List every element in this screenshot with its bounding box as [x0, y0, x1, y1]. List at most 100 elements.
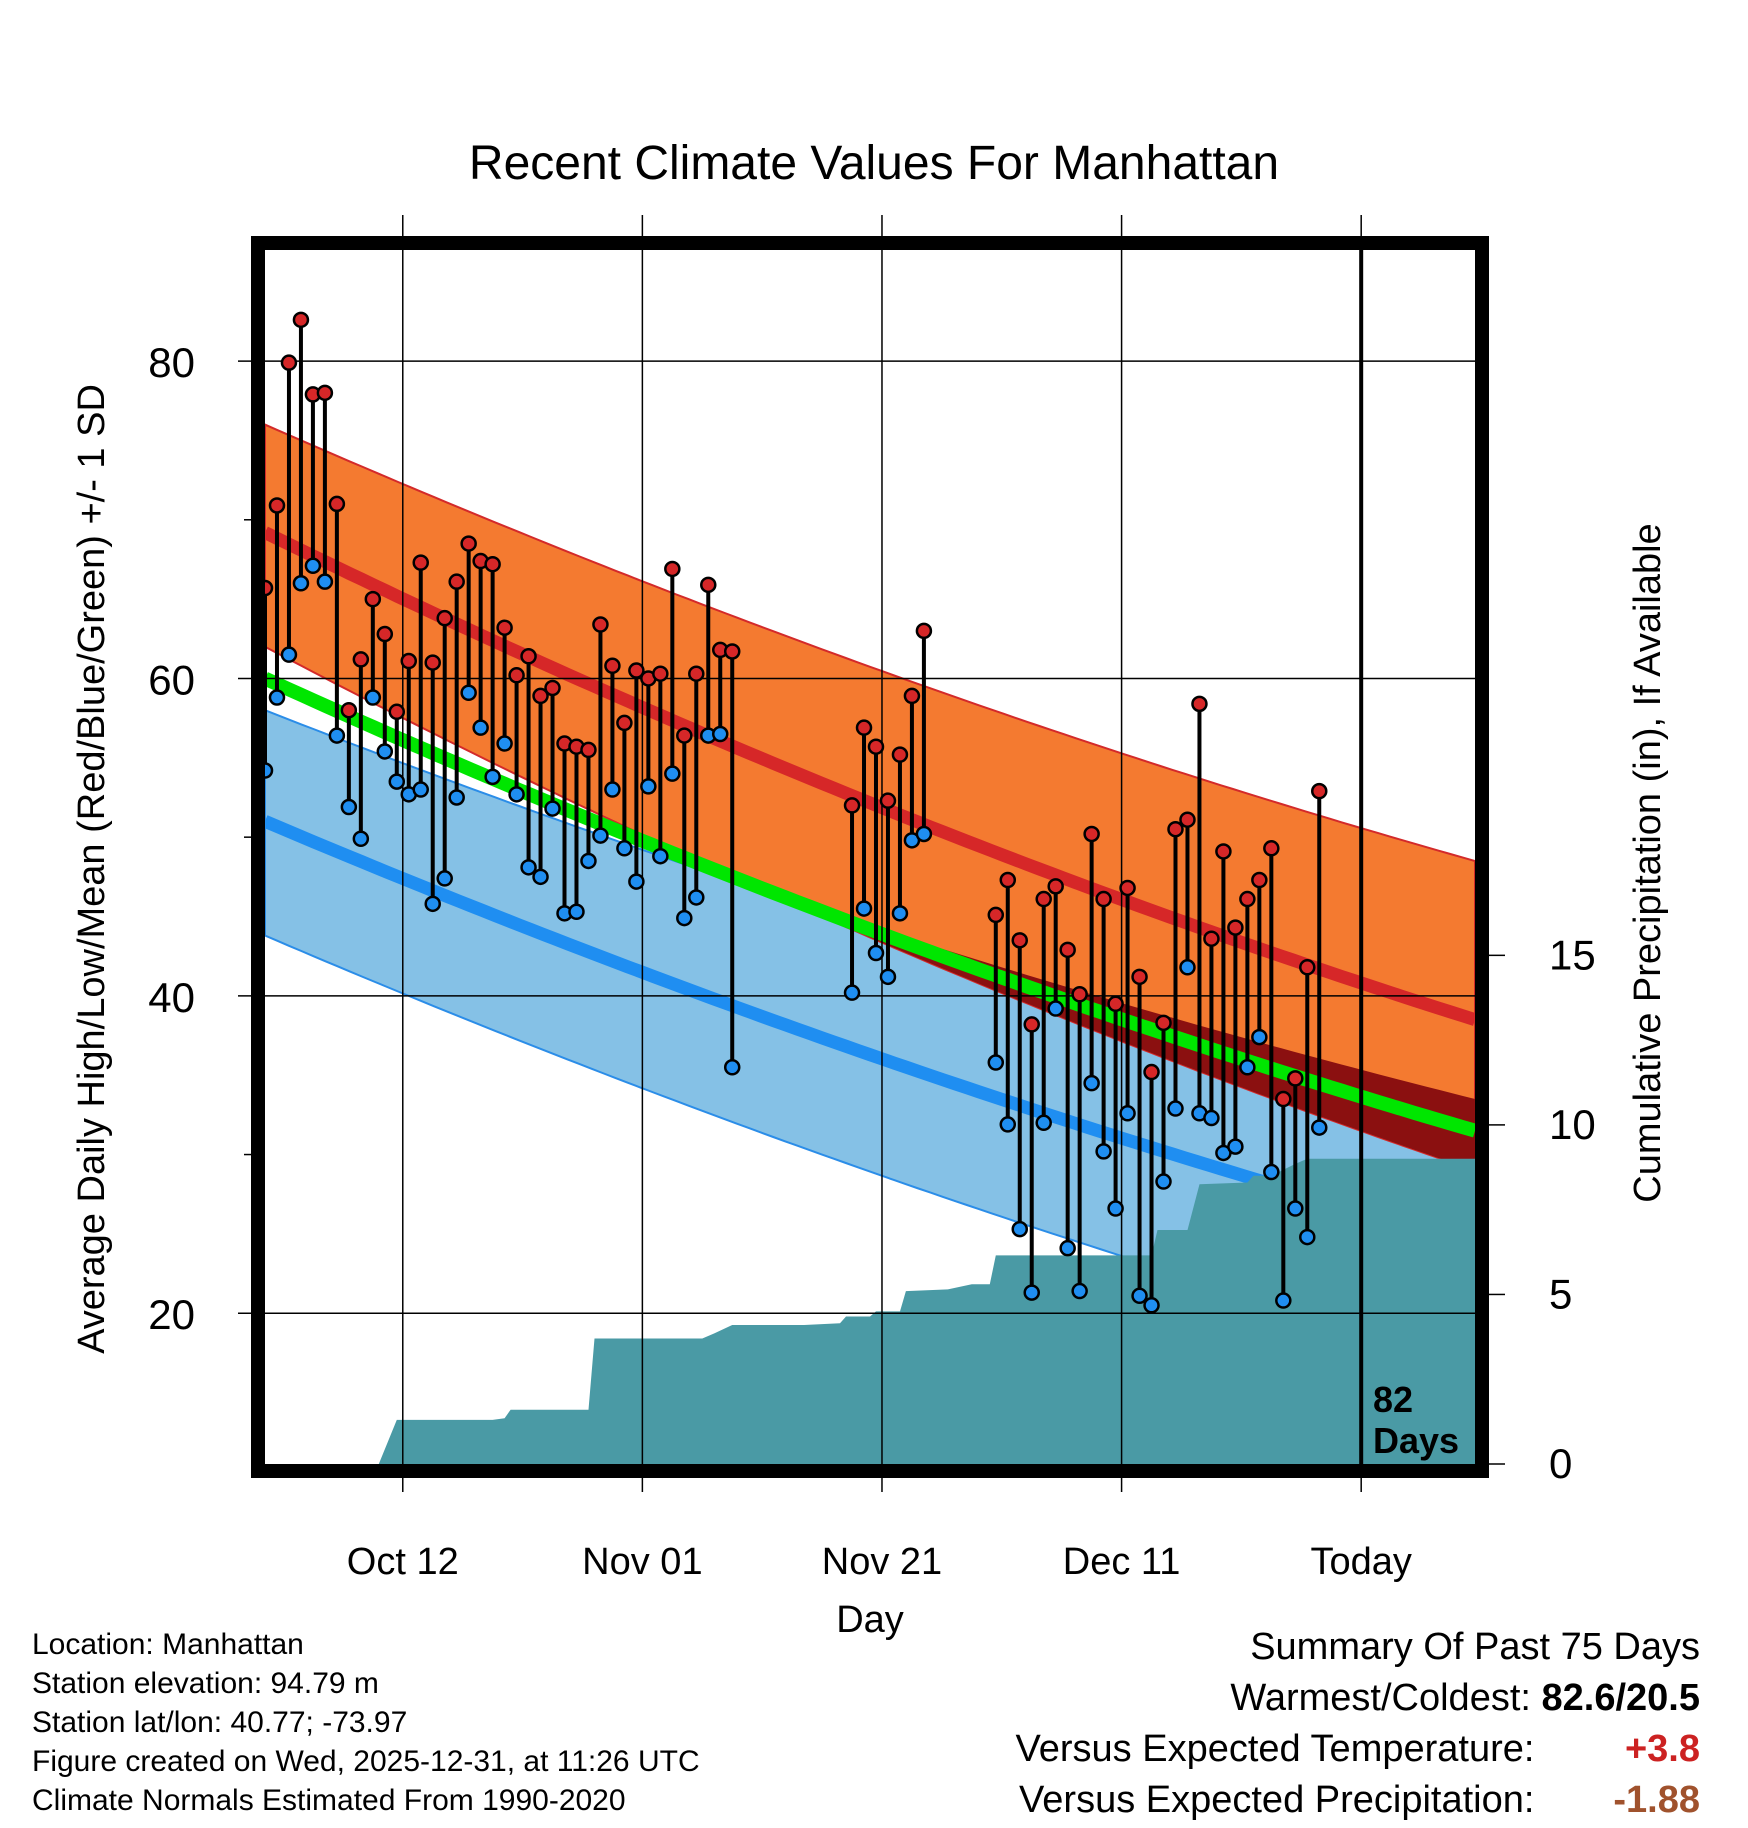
low-point	[1095, 1143, 1112, 1160]
period-count-label: 82	[1373, 1379, 1413, 1420]
low-point	[304, 557, 322, 575]
high-point	[915, 622, 933, 640]
low-point	[711, 725, 729, 743]
plot-frame	[251, 236, 1489, 1478]
low-point	[460, 684, 477, 702]
high-point	[999, 871, 1017, 889]
low-point	[592, 827, 609, 844]
y2-tick-label: 0	[1549, 1440, 1572, 1487]
low-point	[1287, 1200, 1304, 1217]
high-point	[1155, 1014, 1172, 1032]
low-point	[987, 1054, 1005, 1071]
warmest-value: 82.6/20.5	[1541, 1677, 1700, 1719]
high-point	[580, 741, 597, 759]
high-point	[316, 384, 334, 402]
low-point	[1299, 1228, 1316, 1246]
low-point	[280, 646, 298, 663]
high-point	[723, 643, 741, 660]
low-point	[424, 895, 441, 913]
high-point	[265, 579, 274, 597]
high-point	[340, 701, 358, 719]
high-point	[460, 535, 477, 552]
high-point	[400, 652, 418, 670]
low-point	[352, 830, 370, 848]
high-point	[1143, 1063, 1160, 1081]
x-tick-label: Oct 12	[347, 1541, 459, 1583]
station-info: Location: Manhattan Station elevation: 9…	[32, 1625, 700, 1820]
low-point	[268, 689, 286, 706]
low-point	[999, 1116, 1017, 1133]
high-point	[987, 906, 1005, 924]
x-tick-label: Dec 11	[1063, 1541, 1181, 1583]
y2-tick-label: 10	[1549, 1101, 1596, 1148]
high-point	[484, 555, 501, 573]
low-point	[1203, 1109, 1220, 1127]
elevation-text: Station elevation: 94.79 m	[32, 1667, 379, 1700]
low-point	[580, 852, 597, 870]
high-point	[1095, 890, 1112, 908]
high-point	[1191, 695, 1208, 713]
high-point	[592, 616, 609, 633]
low-point	[1131, 1287, 1148, 1305]
high-point	[448, 573, 465, 590]
high-point	[388, 703, 406, 721]
summary-panel: Summary Of Past 75 Days Warmest/Coldest:…	[1016, 1622, 1700, 1826]
high-point	[1083, 825, 1100, 843]
high-point	[1227, 919, 1244, 936]
low-point	[388, 773, 406, 790]
y-tick-label: 20	[148, 1291, 195, 1338]
high-point	[1023, 1016, 1040, 1033]
high-point	[532, 687, 549, 705]
low-point	[652, 847, 669, 865]
low-point	[532, 868, 549, 886]
summary-precip-row: Versus Expected Precipitation: -1.88	[1016, 1775, 1700, 1826]
high-point	[1203, 930, 1220, 947]
x-tick-label: Today	[1310, 1541, 1411, 1583]
axes	[244, 236, 1505, 1492]
high-point	[891, 746, 909, 763]
high-point	[1179, 811, 1196, 828]
created-text: Figure created on Wed, 2025-12-31, at 11…	[32, 1745, 700, 1778]
high-point	[364, 590, 382, 608]
high-point	[328, 495, 346, 513]
low-point	[1107, 1200, 1124, 1217]
low-point	[1071, 1282, 1088, 1300]
high-point	[616, 714, 633, 732]
low-point	[1239, 1059, 1256, 1076]
high-point	[520, 648, 537, 665]
low-point	[1143, 1297, 1160, 1314]
low-point	[616, 840, 633, 857]
high-point	[628, 662, 645, 679]
y2-tick-label: 15	[1549, 931, 1596, 978]
high-point	[352, 651, 370, 668]
low-point	[1263, 1163, 1280, 1181]
low-point	[316, 573, 334, 590]
summary-warmest-row: Warmest/Coldest: 82.6/20.5	[1016, 1673, 1700, 1724]
high-point	[1011, 932, 1029, 949]
observations	[265, 250, 1364, 1464]
low-point	[376, 743, 394, 760]
high-point	[1239, 890, 1256, 908]
low-point	[676, 909, 693, 927]
y2-axis-label: Cumulative Precipitation (in), If Availa…	[1627, 523, 1669, 1202]
low-point	[891, 905, 909, 922]
high-point	[412, 554, 429, 571]
temp-value: +3.8	[1624, 1728, 1700, 1770]
high-point	[1275, 1090, 1292, 1108]
period-unit-label: Days	[1373, 1420, 1459, 1461]
high-point	[604, 657, 621, 675]
high-point	[1263, 840, 1280, 857]
x-axis-label: Day	[836, 1599, 904, 1641]
location-text: Location: Manhattan	[32, 1628, 304, 1661]
x-tick-label: Nov 01	[582, 1541, 702, 1583]
low-point	[1059, 1239, 1076, 1257]
high-point	[496, 619, 513, 636]
high-point	[1107, 995, 1124, 1013]
temp-label: Versus Expected Temperature:	[1015, 1728, 1535, 1770]
low-point	[496, 735, 513, 752]
low-point	[604, 781, 621, 798]
low-point	[328, 727, 346, 744]
low-point	[688, 889, 705, 906]
low-point	[843, 984, 861, 1001]
